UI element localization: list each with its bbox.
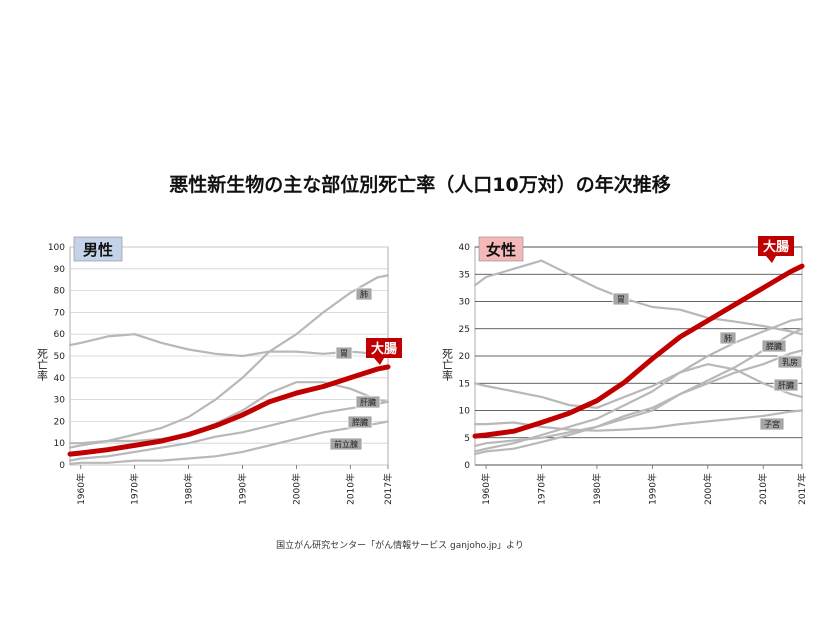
- series-label-box: [761, 339, 787, 353]
- series-label-box: [612, 292, 630, 306]
- series-label: 肝臓: [360, 397, 376, 407]
- series-label-box: [335, 346, 353, 360]
- series-label: 前立腺: [334, 439, 358, 449]
- series-label: 肝臓: [778, 380, 794, 390]
- series-label: 肺: [724, 334, 732, 343]
- chart-male: 0 10 20 30 40 50 60 70 80 90 100 1960年 1970年 1980年 199…: [36, 236, 402, 505]
- y-tick-label: 10: [459, 407, 471, 417]
- series-label-box: [347, 415, 373, 429]
- highlight-label-pointer: [374, 358, 384, 365]
- x-tick-label: 2000年: [290, 473, 302, 505]
- series-label: 膵臓: [766, 341, 782, 351]
- y-tick-label: 100: [48, 243, 65, 253]
- series-label: 子宮: [764, 419, 780, 429]
- highlight-series-label: 大腸: [371, 341, 397, 357]
- x-tick-label: 2017年: [382, 473, 394, 505]
- series-label-box: [777, 355, 803, 369]
- x-tick-label: 1990年: [236, 473, 248, 505]
- series-line-other: [473, 317, 804, 453]
- panel-badge: [73, 236, 123, 262]
- series-label-box: [355, 287, 373, 301]
- series-label-box: [355, 395, 381, 409]
- x-tick-label: 1980年: [591, 473, 603, 505]
- y-tick-label: 60: [54, 330, 66, 340]
- y-tick-label: 20: [54, 417, 66, 427]
- series-label: 肺: [360, 290, 368, 299]
- x-tick-label: 2000年: [702, 473, 714, 505]
- series-label-box: [329, 437, 363, 451]
- series-line-other: [473, 363, 804, 409]
- series-line-other: [473, 349, 804, 447]
- x-tick-label: 1980年: [183, 473, 195, 505]
- y-tick-label: 25: [459, 325, 470, 335]
- y-tick-label: 15: [459, 379, 470, 389]
- highlight-series-label: 大腸: [763, 239, 789, 255]
- series-line-other: [473, 327, 804, 456]
- series-label-box: [773, 378, 799, 392]
- y-tick-label: 90: [54, 265, 66, 275]
- highlight-label-box: [758, 236, 794, 256]
- series-line-other: [68, 420, 390, 465]
- series-label: 胃: [617, 295, 625, 304]
- panel-label: 女性: [486, 241, 516, 259]
- y-tick-label: 40: [54, 374, 66, 384]
- series-line-other: [473, 259, 804, 336]
- x-tick-label: 1990年: [646, 473, 658, 505]
- y-tick-label: 50: [54, 352, 66, 362]
- y-tick-label: 0: [59, 461, 65, 471]
- x-tick-label: 2010年: [344, 473, 356, 505]
- y-tick-label: 80: [54, 287, 66, 297]
- x-tick-label: 2017年: [796, 473, 808, 505]
- series-label: 胃: [340, 349, 348, 358]
- highlight-label-box: [366, 338, 402, 358]
- page-title: 悪性新生物の主な部位別死亡率（人口10万対）の年次推移: [169, 174, 671, 196]
- series-label: 乳房: [782, 357, 798, 367]
- panel-badge: [478, 236, 524, 262]
- y-axis-label: 死亡率: [441, 348, 454, 382]
- series-line-highlight: [67, 364, 391, 457]
- y-tick-label: 30: [54, 396, 66, 406]
- series-line-other: [473, 409, 804, 432]
- highlight-label-pointer: [766, 256, 776, 263]
- y-tick-label: 0: [464, 461, 470, 471]
- series-line-other: [68, 381, 390, 445]
- x-tick-label: 2010年: [757, 473, 769, 505]
- x-tick-label: 1960年: [75, 473, 87, 505]
- chart-female: 0 5 10 15 20 25 30 35 40 1960年 1970年 1980年 1990年 2000…: [441, 236, 808, 505]
- source-note: 国立がん研究センター「がん情報サービス ganjoho.jp」より: [276, 541, 524, 551]
- y-tick-label: 40: [459, 243, 471, 253]
- y-tick-label: 5: [464, 434, 470, 444]
- y-tick-label: 10: [54, 439, 66, 449]
- y-tick-label: 35: [459, 270, 470, 280]
- series-line-highlight: [472, 263, 805, 439]
- series-line-other: [68, 400, 390, 462]
- series-label-box: [759, 417, 785, 431]
- panel-label: 男性: [83, 241, 113, 259]
- y-tick-label: 30: [459, 298, 471, 308]
- y-tick-label: 70: [54, 308, 66, 318]
- y-tick-label: 20: [459, 352, 471, 362]
- y-axis-label: 死亡率: [36, 348, 49, 382]
- x-tick-label: 1960年: [480, 473, 492, 505]
- x-tick-label: 1970年: [536, 473, 548, 505]
- x-tick-label: 1970年: [129, 473, 141, 505]
- series-label: 膵臓: [352, 417, 368, 427]
- series-label-box: [719, 331, 737, 345]
